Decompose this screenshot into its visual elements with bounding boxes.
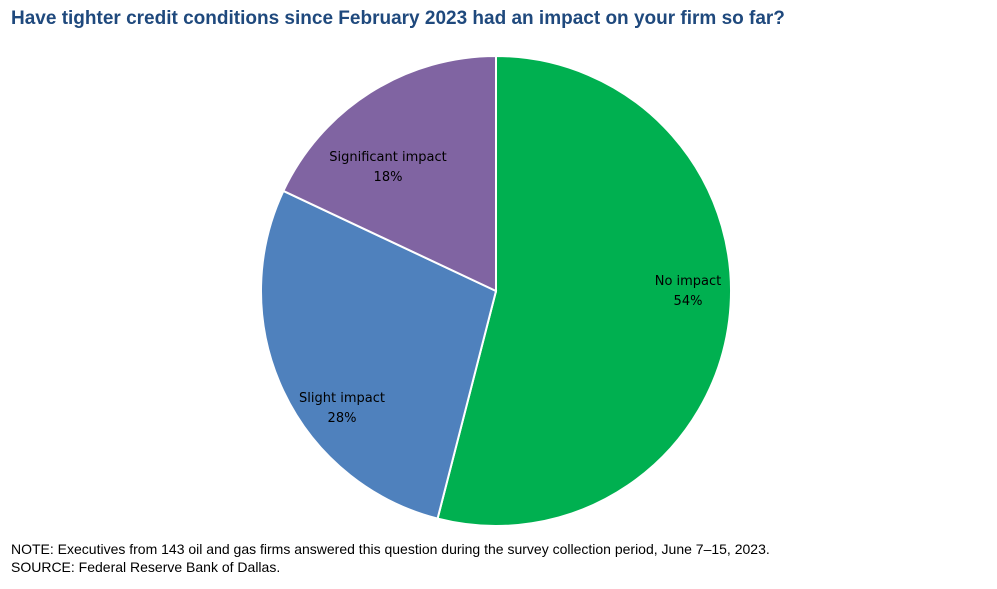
slice-label-significant-impact: Significant impact xyxy=(329,150,446,165)
slice-value-no-impact: 54% xyxy=(674,294,703,309)
pie-slices xyxy=(260,54,732,527)
pie-slice-significant-impact xyxy=(282,54,497,293)
chart-title: Have tighter credit conditions since Feb… xyxy=(11,8,785,29)
pie-slice-no-impact xyxy=(436,54,732,527)
pie-slice-slight-impact xyxy=(260,189,498,520)
pie-labels: No impact 54% Slight impact 28% Significant … xyxy=(299,150,721,426)
chart-source: SOURCE: Federal Reserve Bank of Dallas. xyxy=(11,559,281,575)
slice-value-slight-impact: 28% xyxy=(328,411,357,426)
slice-label-slight-impact: Slight impact xyxy=(299,391,385,406)
slice-label-no-impact: No impact xyxy=(655,274,722,289)
slice-value-significant-impact: 18% xyxy=(374,170,403,185)
chart-note: NOTE: Executives from 143 oil and gas fi… xyxy=(11,541,770,557)
